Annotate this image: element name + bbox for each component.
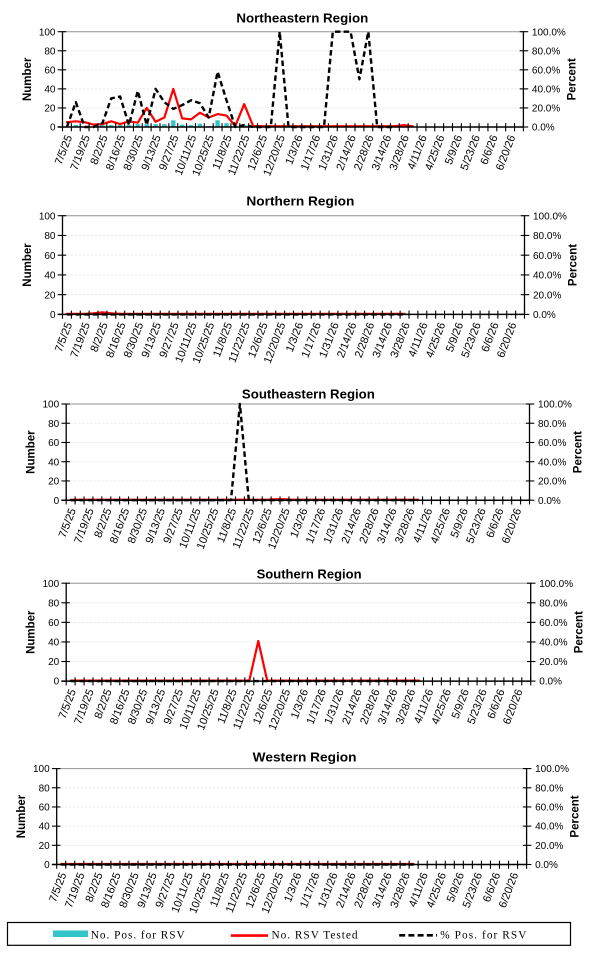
svg-text:60: 60 [44,65,56,76]
svg-text:80: 80 [39,783,51,794]
svg-text:Percent: Percent [570,795,582,837]
svg-text:40: 40 [48,457,60,468]
svg-text:0.0%: 0.0% [539,677,562,688]
svg-text:Number: Number [16,794,28,838]
svg-text:100: 100 [43,579,60,590]
svg-text:60.0%: 60.0% [539,618,567,629]
svg-text:40.0%: 40.0% [535,822,563,833]
svg-text:80: 80 [44,231,56,242]
svg-text:20.0%: 20.0% [535,841,563,852]
svg-text:40: 40 [44,271,56,282]
svg-text:Number: Number [22,57,34,101]
svg-text:0: 0 [54,496,60,507]
svg-text:60: 60 [44,251,56,262]
svg-text:20: 20 [48,477,60,488]
svg-text:20: 20 [44,104,56,115]
svg-text:100.0%: 100.0% [538,400,572,411]
svg-text:Percent: Percent [568,244,580,286]
svg-text:40.0%: 40.0% [533,271,561,282]
svg-text:Number: Number [26,430,38,474]
svg-text:0: 0 [50,310,56,321]
svg-text:40: 40 [39,822,51,833]
svg-text:100: 100 [39,27,56,38]
svg-text:80.0%: 80.0% [533,231,561,242]
svg-text:Percent: Percent [574,611,586,653]
svg-text:100: 100 [39,211,56,222]
svg-text:80.0%: 80.0% [532,46,560,57]
svg-text:20: 20 [39,841,51,852]
svg-text:0: 0 [44,860,50,871]
svg-text:20.0%: 20.0% [533,290,561,301]
svg-text:Number: Number [22,243,34,287]
svg-text:100.0%: 100.0% [539,579,573,590]
svg-text:Number: Number [26,610,38,654]
svg-text:20.0%: 20.0% [539,657,567,668]
svg-text:60: 60 [39,803,51,814]
svg-text:40.0%: 40.0% [539,638,567,649]
svg-text:40: 40 [48,638,60,649]
svg-text:100.0%: 100.0% [533,211,567,222]
svg-text:20.0%: 20.0% [532,104,560,115]
svg-text:No. RSV Tested: No. RSV Tested [272,930,358,942]
svg-text:20.0%: 20.0% [538,477,566,488]
svg-text:80.0%: 80.0% [538,419,566,430]
svg-text:60.0%: 60.0% [533,251,561,262]
svg-text:60.0%: 60.0% [532,65,560,76]
svg-text:Southern Region: Southern Region [257,567,362,581]
svg-text:100.0%: 100.0% [532,27,566,38]
svg-text:0.0%: 0.0% [532,123,555,134]
svg-text:Northeastern Region: Northeastern Region [236,12,368,26]
svg-text:Southeastern Region: Southeastern Region [242,388,375,402]
svg-text:80: 80 [48,598,60,609]
svg-text:No. Pos. for RSV: No. Pos. for RSV [91,930,186,942]
svg-text:0.0%: 0.0% [533,310,556,321]
svg-text:60.0%: 60.0% [538,438,566,449]
svg-text:0.0%: 0.0% [535,860,558,871]
svg-text:100: 100 [33,764,50,775]
svg-text:20: 20 [48,657,60,668]
svg-text:100: 100 [43,400,60,411]
svg-text:Percent: Percent [566,58,578,100]
svg-text:0: 0 [54,677,60,688]
svg-text:% Pos. for RSV: % Pos. for RSV [440,930,527,942]
svg-text:80: 80 [44,46,56,57]
svg-text:60: 60 [48,618,60,629]
svg-text:60: 60 [48,438,60,449]
svg-text:40.0%: 40.0% [538,457,566,468]
svg-text:40.0%: 40.0% [532,84,560,95]
svg-text:60.0%: 60.0% [535,803,563,814]
svg-text:80: 80 [48,419,60,430]
svg-text:20: 20 [44,290,56,301]
svg-text:40: 40 [44,84,56,95]
svg-text:Western Region: Western Region [253,750,357,764]
svg-text:80.0%: 80.0% [539,598,567,609]
svg-text:0: 0 [50,123,56,134]
svg-text:80.0%: 80.0% [535,783,563,794]
svg-text:Percent: Percent [573,431,585,473]
svg-text:Northern Region: Northern Region [246,194,354,208]
svg-text:100.0%: 100.0% [535,764,569,775]
svg-text:0.0%: 0.0% [538,496,561,507]
